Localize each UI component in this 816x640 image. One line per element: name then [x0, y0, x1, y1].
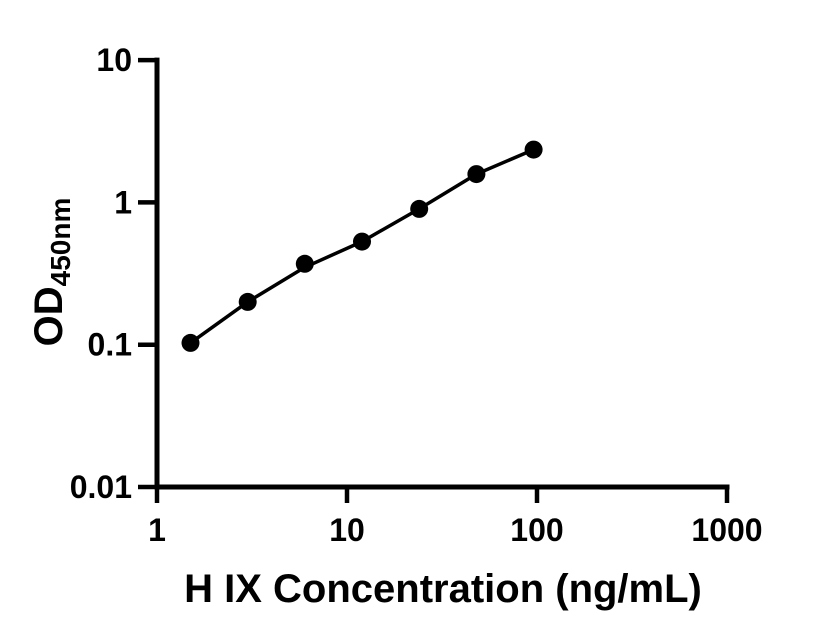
- data-point-marker: [467, 165, 486, 184]
- x-axis-title: H IX Concentration (ng/mL): [184, 567, 702, 611]
- x-tick-label: 100: [510, 512, 563, 548]
- data-point-marker: [238, 292, 257, 311]
- data-point-marker: [524, 140, 543, 159]
- data-point-marker: [295, 254, 314, 273]
- y-tick-label: 0.01: [70, 469, 132, 505]
- y-axis-title-subscript: 450nm: [45, 198, 76, 287]
- y-axis-title-main: OD: [27, 286, 71, 346]
- x-tick-label: 1: [148, 512, 166, 548]
- data-point-marker: [353, 232, 371, 251]
- data-point-marker: [181, 333, 200, 352]
- x-tick-label: 10: [329, 512, 365, 548]
- data-point-marker: [410, 199, 429, 218]
- axes: [154, 57, 730, 490]
- axis-tick-labels: 10 1 0.1 0.01 1 10 100 1000: [70, 42, 763, 548]
- y-tick-label: 1: [114, 184, 132, 220]
- y-axis-title: OD450nm: [27, 198, 76, 347]
- y-tick-label: 0.1: [88, 327, 132, 363]
- y-tick-label: 10: [96, 42, 132, 78]
- data-points: [181, 140, 543, 352]
- x-tick-label: 1000: [691, 512, 762, 548]
- axis-ticks: [138, 57, 730, 503]
